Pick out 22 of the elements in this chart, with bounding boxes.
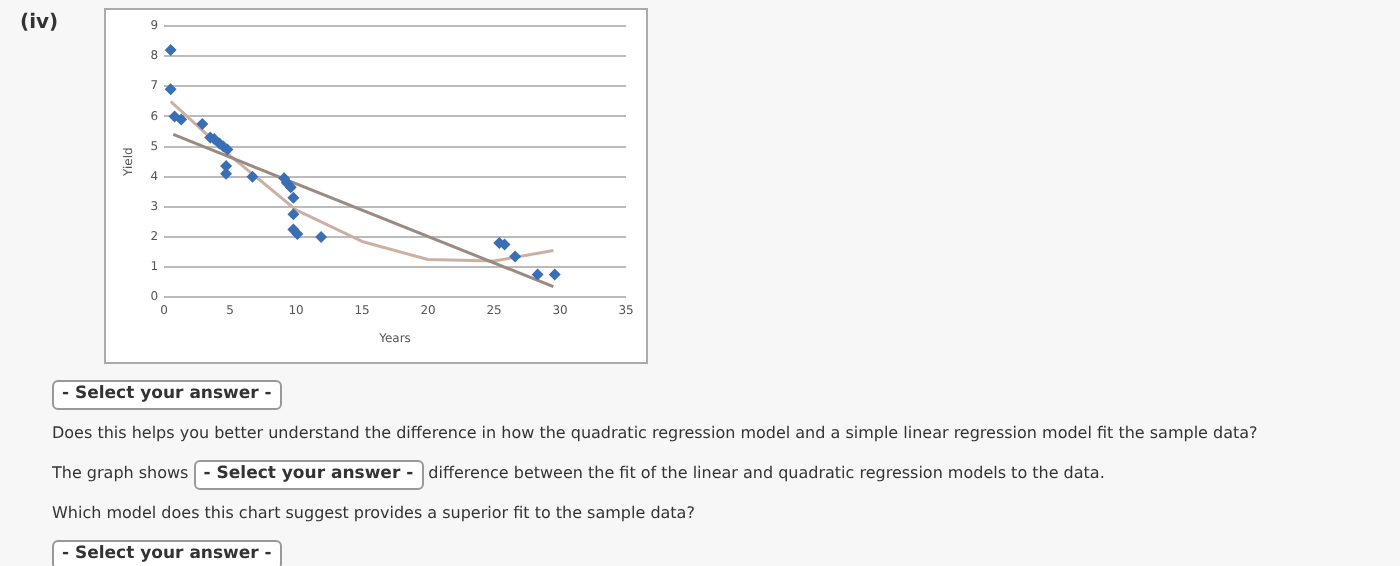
- point: [165, 44, 177, 56]
- text: difference between the fit of the linear and quadratic regression models to the data.: [428, 464, 1105, 482]
- point: [287, 192, 299, 204]
- point: [531, 269, 544, 281]
- point: [509, 250, 521, 263]
- dropdown-field: - Select your answer -: [193, 460, 424, 490]
- point: [168, 110, 181, 122]
- text: (iv): [20, 12, 59, 34]
- text: Which model does this chart suggest provides a superior fit to the sample data?: [52, 504, 695, 522]
- text: The graph shows: [52, 464, 189, 482]
- point: [285, 181, 297, 193]
- point: [315, 231, 327, 243]
- dropdown-field: - Select your answer -: [52, 380, 282, 410]
- point: [549, 269, 561, 281]
- point: [291, 228, 303, 240]
- text: Does this helps you better understand the difference in how the quadratic regression model and a simple linear regression model fit the sample data?: [52, 424, 1258, 442]
- point: [165, 83, 177, 95]
- dropdown-field: - Select your answer -: [52, 540, 282, 566]
- point: [246, 171, 259, 183]
- point: [287, 208, 299, 220]
- point: [175, 113, 187, 126]
- point: [196, 118, 208, 130]
